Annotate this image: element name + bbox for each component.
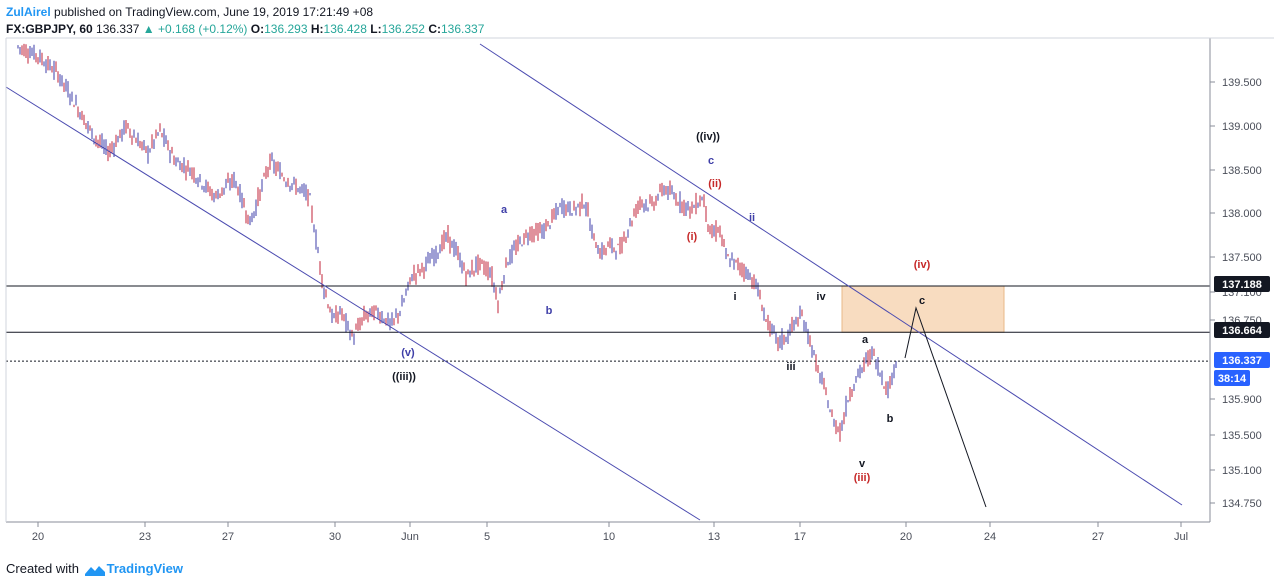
wave-label: c [919,295,925,307]
time-tick-label: 17 [794,531,806,543]
close-value: 136.337 [440,22,485,36]
price-label-badge [1214,370,1250,386]
time-tick-label: 20 [900,531,912,543]
time-tick-label: 23 [139,531,151,543]
price-tick-label: 135.500 [1222,430,1262,442]
channel-lower-line[interactable] [5,86,701,521]
publish-info: ZulAirel published on TradingView.com, J… [6,5,373,19]
wave-label: iv [816,291,826,303]
price-label-badge [1214,322,1270,338]
tradingview-brand[interactable]: TradingView [106,561,183,576]
low-value: 136.252 [381,22,425,36]
wave-label: a [501,204,508,216]
time-tick-label: 27 [1092,531,1104,543]
price-label-badge [1214,276,1270,292]
time-tick-label: 24 [984,531,996,543]
wave-label: b [546,305,553,317]
price-tick-label: 139.000 [1222,121,1262,133]
price-tick-label: 138.500 [1222,165,1262,177]
wave-label: (iv) [914,259,931,271]
last-price: 136.337 [96,22,140,36]
open-value: 136.293 [264,22,308,36]
price-label-badge [1214,352,1270,368]
symbol-name[interactable]: FX:GBPJPY, 60 [6,22,93,36]
wave-label: (v) [401,347,415,359]
wave-label: i [733,291,736,303]
time-tick-label: Jun [401,531,419,543]
wave-label: a [862,334,869,346]
wave-label: ((iv)) [696,131,720,143]
symbol-info: FX:GBPJPY, 60 136.337 ▲ +0.168 (+0.12%) … [6,22,484,36]
open-label: O: [250,22,265,36]
close-label: C: [428,22,441,36]
projection-path[interactable] [904,306,987,508]
price-label-text: 137.188 [1222,279,1262,291]
price-tick-label: 137.500 [1222,252,1262,264]
time-tick-label: 20 [32,531,44,543]
time-tick-label: 30 [329,531,341,543]
wave-label: b [887,413,894,425]
wave-label: c [708,155,714,167]
wave-label: (ii) [708,178,722,190]
time-tick-label: 5 [484,531,490,543]
wave-label: ii [749,212,755,224]
time-tick-label: 10 [603,531,615,543]
time-tick-label: 27 [222,531,234,543]
footer-credit: Created with TradingView [6,561,183,576]
price-label-text: 38:14 [1218,373,1247,385]
author-link[interactable]: ZulAirel [6,5,51,19]
price-tick-label: 135.900 [1222,394,1262,406]
price-change: +0.168 (+0.12%) [158,22,248,36]
price-label-text: 136.337 [1222,355,1262,367]
low-label: L: [370,22,382,36]
up-arrow-icon: ▲ [142,22,155,36]
published-text: published on TradingView.com, June 19, 2… [54,5,374,19]
created-with-text: Created with [6,561,79,576]
target-zone-box[interactable] [841,285,1005,333]
price-label-text: 136.664 [1222,325,1263,337]
wave-label: (i) [687,231,698,243]
wave-label: iii [786,361,795,373]
wave-label: ((iii)) [392,371,416,383]
time-tick-label: Jul [1174,531,1188,543]
channel-upper-line[interactable] [479,43,1183,506]
wave-label: v [859,458,866,470]
high-label: H: [310,22,324,36]
high-value: 136.428 [323,22,367,36]
price-tick-label: 138.000 [1222,208,1262,220]
price-tick-label: 139.500 [1222,77,1262,89]
tradingview-logo-icon [84,565,105,576]
wave-label: (iii) [854,472,871,484]
price-tick-label: 135.100 [1222,465,1262,477]
price-tick-label: 134.750 [1222,498,1262,510]
time-tick-label: 13 [708,531,720,543]
